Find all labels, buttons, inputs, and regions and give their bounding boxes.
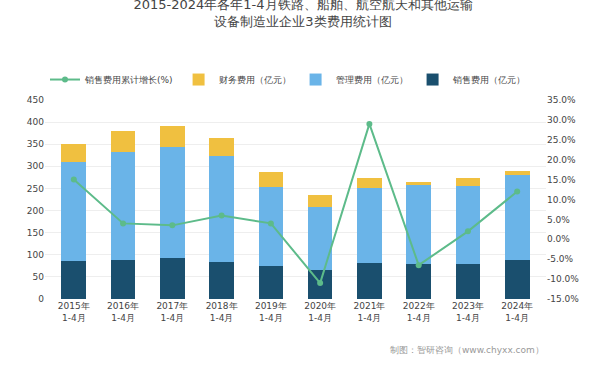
svg-text:2024年1-4月: 2024年1-4月 [501,301,533,323]
svg-text:2015-2024年各年1-4月铁路、船舶、航空航天和其他运: 2015-2024年各年1-4月铁路、船舶、航空航天和其他运输设备制造业企业3类… [133,0,472,29]
svg-text:400: 400 [27,117,44,127]
svg-text:2023年1-4月: 2023年1-4月 [452,301,484,323]
svg-text:管理费用（亿元）: 管理费用（亿元） [336,75,408,85]
svg-text:2019年1-4月: 2019年1-4月 [255,301,287,323]
svg-text:200: 200 [27,206,44,216]
svg-text:财务费用（亿元）: 财务费用（亿元） [219,75,291,85]
svg-text:2022年1-4月: 2022年1-4月 [403,301,435,323]
svg-text:10.0%: 10.0% [547,195,576,205]
svg-text:100: 100 [27,250,44,260]
svg-text:300: 300 [27,161,44,171]
svg-text:350: 350 [27,139,44,149]
svg-text:15.0%: 15.0% [547,175,576,185]
svg-text:-5.0%: -5.0% [547,254,574,264]
svg-text:制图：智研咨询（www.chyxx.com）: 制图：智研咨询（www.chyxx.com） [390,345,544,355]
svg-text:25.0%: 25.0% [547,135,576,145]
svg-text:-10.0%: -10.0% [547,274,579,284]
svg-text:2018年1-4月: 2018年1-4月 [206,301,238,323]
svg-text:35.0%: 35.0% [547,95,576,105]
svg-text:2020年1-4月: 2020年1-4月 [304,301,336,323]
svg-text:2015年1-4月: 2015年1-4月 [58,301,90,323]
svg-text:20.0%: 20.0% [547,155,576,165]
svg-text:30.0%: 30.0% [547,115,576,125]
svg-text:5.0%: 5.0% [547,215,570,225]
svg-text:50: 50 [33,272,45,282]
svg-text:0: 0 [38,294,44,304]
svg-text:2021年1-4月: 2021年1-4月 [353,301,385,323]
svg-text:销售费用累计增长(%): 销售费用累计增长(%) [84,75,173,85]
svg-text:0.0%: 0.0% [547,234,570,244]
svg-text:-15.0%: -15.0% [547,294,579,304]
svg-text:450: 450 [27,95,44,105]
svg-text:销售费用（亿元）: 销售费用（亿元） [452,75,525,85]
svg-text:2016年1-4月: 2016年1-4月 [107,301,139,323]
svg-text:250: 250 [27,184,44,194]
svg-text:150: 150 [27,228,44,238]
svg-text:2017年1-4月: 2017年1-4月 [156,301,188,323]
